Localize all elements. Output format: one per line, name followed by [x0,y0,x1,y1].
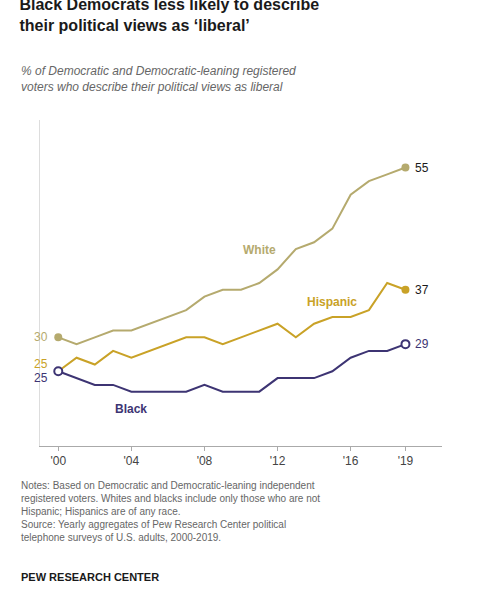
svg-text:Hispanic: Hispanic [307,295,357,309]
svg-text:'04: '04 [124,454,140,468]
svg-text:25: 25 [34,371,48,385]
svg-text:Notes: Based on Democratic and: Notes: Based on Democratic and Democrati… [21,480,320,543]
svg-text:Black: Black [115,402,147,416]
svg-text:30: 30 [34,330,48,344]
svg-text:55: 55 [415,161,429,175]
svg-text:'00: '00 [50,454,66,468]
svg-text:'12: '12 [270,454,286,468]
svg-text:'16: '16 [343,454,359,468]
svg-text:29: 29 [415,337,429,351]
svg-text:Black Democrats less likely to: Black Democrats less likely to describet… [19,0,319,34]
svg-text:'08: '08 [197,454,213,468]
svg-text:% of Democratic and Democratic: % of Democratic and Democratic-leaning r… [21,64,296,94]
svg-text:37: 37 [415,283,429,297]
svg-text:White: White [243,243,276,257]
svg-text:25: 25 [34,357,48,371]
svg-text:'19: '19 [398,454,414,468]
svg-text:PEW RESEARCH CENTER: PEW RESEARCH CENTER [21,571,159,583]
